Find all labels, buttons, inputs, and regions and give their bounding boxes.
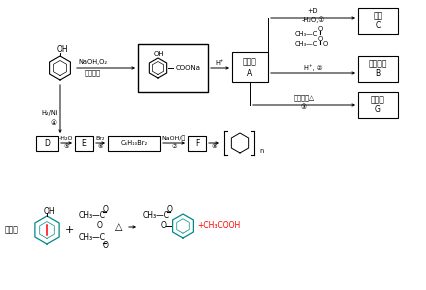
Bar [75,136,93,151]
Text: H₂/Ni: H₂/Ni [42,110,58,116]
Text: A: A [248,68,253,77]
Bar [36,136,58,151]
Text: ⑧: ⑧ [211,144,217,150]
Text: NaOH,O₂: NaOH,O₂ [78,59,107,65]
Text: O: O [317,26,322,32]
Text: 已知：: 已知： [5,226,19,235]
Text: C: C [375,21,380,30]
Bar [358,56,398,82]
Text: OH: OH [56,46,68,55]
Text: 缩聚物: 缩聚物 [371,95,385,104]
Text: CH₃—C: CH₃—C [295,31,318,37]
Text: ④: ④ [51,120,57,126]
Text: Br₂: Br₂ [95,135,105,140]
Text: +CH₃COOH: +CH₃COOH [197,222,240,231]
Text: △: △ [115,222,123,232]
Text: +D: +D [308,8,318,14]
Text: ⑤: ⑤ [63,144,69,148]
Bar [358,92,398,118]
Bar [108,136,160,151]
Text: -H₂O: -H₂O [59,135,73,140]
Text: F: F [195,139,199,148]
Text: CH₃—C: CH₃—C [295,41,318,47]
Text: B: B [375,70,380,79]
Text: O: O [167,204,173,213]
Text: D: D [44,139,50,148]
Text: C₆H₁₀Br₂: C₆H₁₀Br₂ [121,140,148,146]
Text: -H₂O,①: -H₂O,① [301,17,325,23]
Text: H⁺, ②: H⁺, ② [304,65,322,71]
Text: CH₃—C: CH₃—C [79,233,106,242]
Bar [138,44,208,92]
Bar [232,52,268,82]
Text: O: O [97,222,103,231]
Bar [358,8,398,34]
Text: CH₃—C: CH₃—C [79,211,106,220]
Text: 香料: 香料 [373,12,383,21]
Text: O: O [103,204,109,213]
Text: E: E [82,139,86,148]
Text: O: O [161,222,167,231]
Text: COONa: COONa [176,65,201,71]
Text: NaOH/醇: NaOH/醇 [162,135,186,141]
Text: O: O [317,36,322,42]
Text: 阿司匹林: 阿司匹林 [369,59,387,68]
Text: CH₃—C: CH₃—C [143,211,170,220]
Bar [188,136,206,151]
Text: ③: ③ [301,104,307,110]
Text: H⁺: H⁺ [216,60,224,66]
Text: ⑥: ⑥ [97,144,103,150]
Text: 浓硫酸，△: 浓硫酸，△ [294,95,314,101]
Text: G: G [375,106,381,115]
Text: ⑦: ⑦ [171,144,177,150]
Text: O: O [323,41,328,47]
Text: O: O [103,242,109,251]
Text: OH: OH [43,206,55,215]
Text: n: n [259,148,263,154]
Text: +: + [64,225,74,235]
Text: OH: OH [154,51,164,57]
Text: 水杨酸: 水杨酸 [243,57,257,66]
Text: 一定条件: 一定条件 [85,70,101,76]
